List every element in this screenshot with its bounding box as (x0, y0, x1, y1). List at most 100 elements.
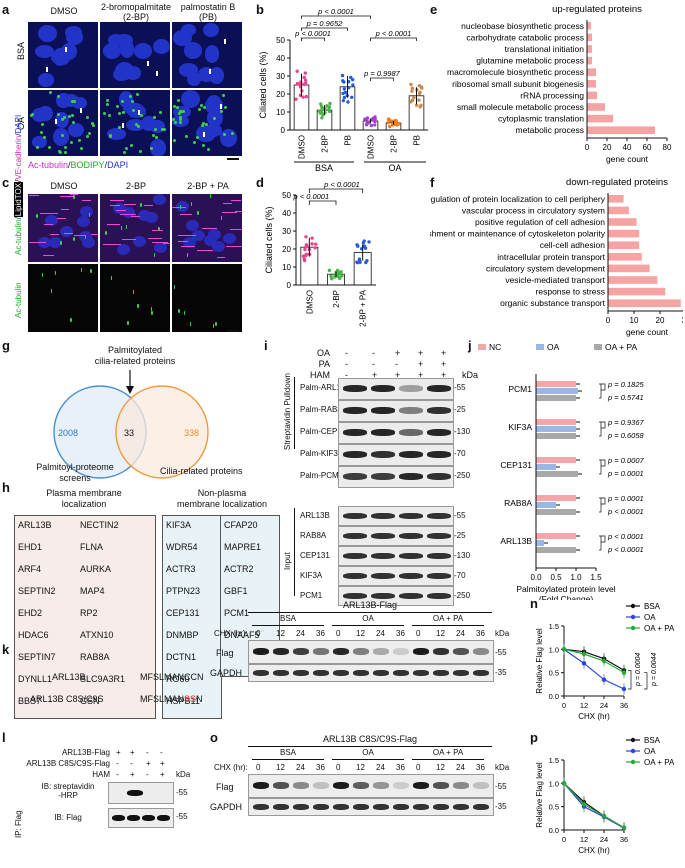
b-p6-bracket (301, 15, 371, 19)
y-tick-label: 30 (282, 227, 291, 236)
m-panel-kda-55: -55 (495, 648, 507, 657)
bar (608, 264, 650, 273)
x-tick-label: 1.5 (590, 573, 602, 582)
d-pvalue: p < 0.0001 (323, 180, 360, 189)
l-ib2: IB: Flag (54, 813, 82, 822)
l-band (127, 790, 143, 796)
y-tick-label: 10 (276, 108, 285, 117)
nucleus (153, 38, 170, 54)
lipid-droplet (221, 94, 225, 98)
lipid-droplet (63, 146, 67, 150)
l-sign: + (130, 770, 135, 779)
panel-label-g: g (2, 338, 10, 353)
i-blot-label: Palm-RAB8A (300, 405, 348, 414)
bar (608, 206, 629, 215)
nucleus (37, 73, 55, 87)
legend-marker (630, 759, 636, 765)
l-row-label: HAM (92, 770, 110, 779)
o-panel-band (413, 782, 429, 789)
h-head-npm: Non-plasma membrane localization (176, 488, 268, 509)
i-sign: + (441, 348, 447, 358)
i-kda-mark: -25 (454, 531, 466, 540)
i-sign: - (372, 359, 375, 369)
i-blot-label: Palm-CEP131 (300, 427, 351, 436)
b-p3-pvalue: p < 0.0001 (375, 29, 412, 38)
data-point (303, 247, 307, 252)
o-panel-time: 24 (296, 763, 305, 772)
chart-b: 0 10 20 30 40 50 Ciliated cells (%) DMSO 2-BP PB D… (258, 7, 428, 172)
panel-label-p: p (530, 730, 538, 745)
i-band (427, 573, 451, 579)
bar (587, 80, 596, 88)
lipid-droplet (48, 91, 52, 95)
i-band (343, 533, 367, 539)
cilium-arrow (203, 131, 206, 137)
b-p6-pvalue: p < 0.0001 (317, 7, 354, 16)
cilium (189, 321, 192, 326)
junction (230, 200, 241, 202)
m-panel-band (433, 670, 449, 676)
data-point (304, 94, 309, 99)
i-band (427, 593, 451, 599)
o-panel-band (393, 782, 409, 789)
i-pulldown-label: Streptavidin Pulldown (283, 373, 292, 450)
k-mut-seq-a: MFSLMAN (140, 694, 185, 704)
b-p1-bracket (301, 37, 325, 41)
lipid-droplet (105, 103, 109, 107)
cilium (183, 310, 186, 315)
g-right-label: Cilia-related proteins (160, 466, 243, 476)
m-panel-band (393, 670, 409, 676)
data-point (349, 75, 353, 80)
x-tick-label: DMSO (298, 135, 307, 159)
i-row-label: OA (316, 348, 330, 358)
j-pvalue: p < 0.0001 (607, 545, 644, 554)
i-input-label-row: PCM1 (300, 591, 323, 600)
l-kda-mark: -55 (176, 788, 188, 797)
cilium-arrow (79, 108, 82, 114)
data-point (320, 116, 324, 120)
nucleus (76, 216, 90, 228)
bar (536, 388, 578, 394)
nucleus (51, 50, 70, 65)
data-point (561, 781, 567, 786)
j-pvalue: p = 0.6058 (607, 431, 644, 440)
bar (608, 276, 658, 284)
panel-label-o: o (210, 730, 218, 745)
lipid-droplet (86, 115, 90, 119)
lipid-droplet (116, 105, 120, 109)
i-row-label: HAM (310, 370, 330, 380)
nucleus (60, 225, 74, 237)
category-label: metabolic process (515, 125, 584, 135)
lipid-droplet (71, 114, 75, 118)
nucleus (38, 105, 53, 122)
o-panel-time: 36 (396, 763, 405, 772)
x-tick-label: 24 (600, 835, 608, 844)
y-tick-label: 20 (276, 90, 285, 99)
m-panel-band (473, 648, 489, 655)
l-band (112, 815, 125, 821)
nucleus (132, 235, 146, 247)
x-tick-label: 40 (623, 143, 632, 152)
lipid-droplet (175, 105, 179, 109)
junction (234, 210, 242, 212)
a-micrograph (28, 22, 98, 88)
data-point (295, 81, 300, 86)
y-tick-label: 50 (276, 36, 285, 45)
lipid-droplet (230, 131, 234, 135)
lipid-droplet (57, 113, 60, 117)
m-panel-time: 24 (456, 629, 465, 638)
bar (536, 457, 576, 463)
j-pvalue: p < 0.0001 (607, 507, 644, 516)
cilium (212, 323, 215, 328)
y-tick-label: 0.5 (549, 803, 559, 812)
k-wt-name: ARL13B (52, 672, 86, 682)
o-panel-band (333, 782, 349, 789)
junction (226, 245, 242, 247)
m-panel-band (453, 648, 469, 655)
j-pvalue: p = 0.0007 (607, 456, 644, 465)
junction (202, 228, 217, 230)
m-panel-gapdh-label: GAPDH (210, 668, 243, 678)
o-panel-band (413, 804, 429, 810)
data-point (355, 260, 359, 264)
nucleus (49, 236, 63, 248)
